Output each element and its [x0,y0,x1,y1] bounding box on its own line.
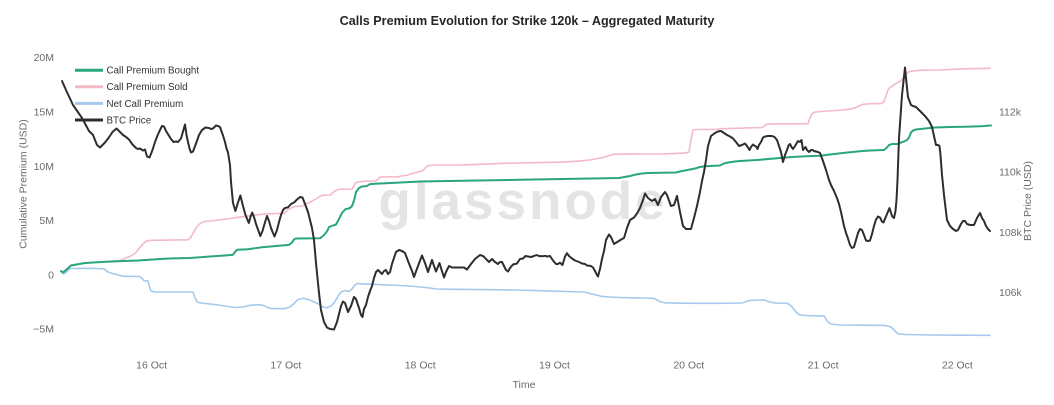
svg-text:18 Oct: 18 Oct [405,360,436,372]
svg-text:BTC Price: BTC Price [107,115,152,126]
svg-text:Calls Premium Evolution for St: Calls Premium Evolution for Strike 120k … [340,14,715,28]
svg-text:5M: 5M [39,215,54,227]
svg-text:Net Call Premium: Net Call Premium [107,99,184,110]
svg-text:22 Oct: 22 Oct [942,360,973,372]
svg-text:20 Oct: 20 Oct [673,360,704,372]
svg-text:−5M: −5M [33,324,54,336]
svg-text:17 Oct: 17 Oct [270,360,301,372]
svg-text:Call Premium Bought: Call Premium Bought [107,66,200,77]
svg-text:20M: 20M [34,52,54,64]
svg-text:10M: 10M [34,161,54,173]
svg-text:0: 0 [48,269,54,281]
svg-text:BTC Price (USD): BTC Price (USD) [1022,161,1034,241]
svg-text:Call Premium Sold: Call Premium Sold [107,82,188,93]
svg-text:15M: 15M [34,107,54,119]
svg-text:19 Oct: 19 Oct [539,360,570,372]
svg-text:21 Oct: 21 Oct [808,360,839,372]
svg-text:106k: 106k [999,287,1023,299]
svg-text:16 Oct: 16 Oct [136,360,167,372]
svg-text:Time: Time [513,379,536,391]
svg-text:108k: 108k [999,227,1023,239]
svg-text:Cumulative Premium (USD): Cumulative Premium (USD) [18,119,30,249]
svg-text:112k: 112k [999,106,1022,118]
svg-text:110k: 110k [999,167,1022,179]
